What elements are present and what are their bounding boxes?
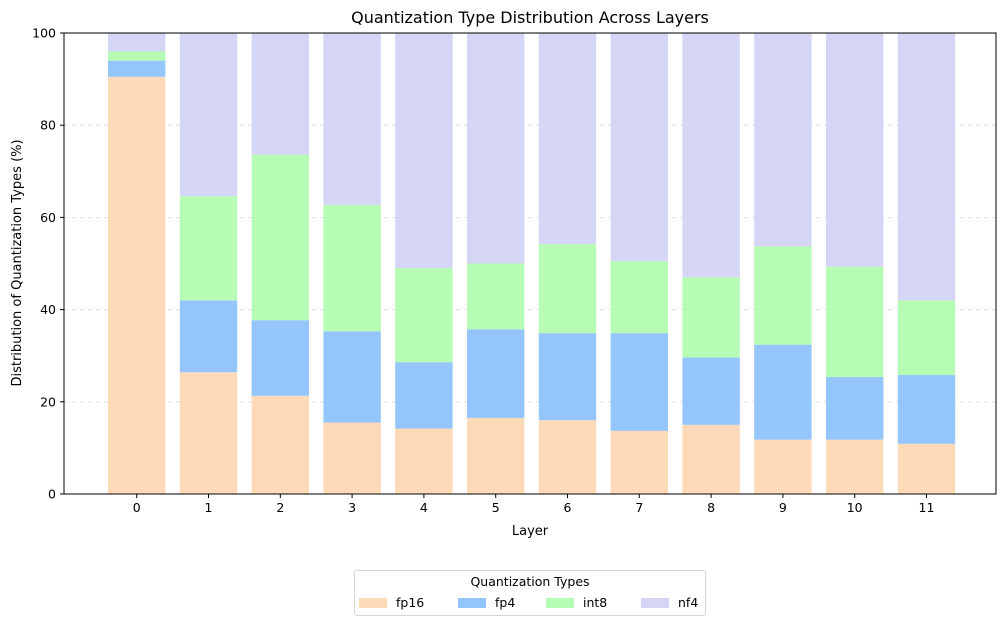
bar-int8-layer-1 bbox=[179, 196, 238, 301]
x-tick-label-3: 3 bbox=[348, 500, 356, 515]
y-tick-label-0: 0 bbox=[48, 487, 56, 502]
x-tick-label-4: 4 bbox=[420, 500, 428, 515]
legend-label-fp16: fp16 bbox=[396, 595, 425, 610]
plot-frame bbox=[63, 32, 997, 495]
bar-fp16-layer-11 bbox=[897, 443, 956, 494]
x-tick-label-5: 5 bbox=[492, 500, 500, 515]
bar-fp4-layer-0 bbox=[108, 60, 166, 77]
bar-fp16-layer-3 bbox=[323, 422, 381, 494]
bar-nf4-layer-1 bbox=[179, 33, 238, 197]
x-tick-label-2: 2 bbox=[276, 500, 284, 515]
legend-swatch-nf4 bbox=[641, 598, 669, 608]
x-tick-label-11: 11 bbox=[919, 500, 935, 515]
bar-nf4-layer-2 bbox=[251, 33, 309, 155]
bar-int8-layer-4 bbox=[395, 268, 453, 363]
legend-swatch-int8 bbox=[546, 598, 574, 608]
x-tick-label-10: 10 bbox=[847, 500, 863, 515]
bar-nf4-layer-9 bbox=[754, 33, 812, 247]
bar-fp4-layer-11 bbox=[897, 375, 956, 444]
bar-fp16-layer-8 bbox=[682, 424, 740, 494]
legend-item-fp4: fp4 bbox=[458, 595, 515, 611]
bars-layer bbox=[108, 33, 956, 495]
bar-fp16-layer-7 bbox=[610, 430, 668, 494]
legend-swatch-fp4 bbox=[458, 598, 486, 608]
chart-title: Quantization Type Distribution Across La… bbox=[351, 8, 709, 27]
bar-fp4-layer-10 bbox=[826, 376, 884, 440]
legend-item-int8: int8 bbox=[546, 595, 607, 611]
legend-item-fp16: fp16 bbox=[359, 595, 424, 611]
bar-int8-layer-10 bbox=[826, 266, 884, 377]
x-tick-label-8: 8 bbox=[707, 500, 715, 515]
bar-int8-layer-9 bbox=[754, 246, 812, 345]
x-tick-label-0: 0 bbox=[133, 500, 141, 515]
x-tick-label-6: 6 bbox=[564, 500, 572, 515]
bar-fp16-layer-2 bbox=[251, 395, 309, 494]
bar-fp16-layer-0 bbox=[108, 76, 166, 495]
bar-fp4-layer-5 bbox=[467, 329, 525, 418]
legend-label-int8: int8 bbox=[583, 595, 608, 610]
bar-nf4-layer-6 bbox=[538, 33, 597, 245]
axes-layer: 0 1 2 3 4 5 6 7 8 9 10 11 0 20 40 60 80 100 bbox=[32, 26, 934, 516]
bar-int8-layer-6 bbox=[538, 244, 597, 334]
bar-nf4-layer-5 bbox=[467, 33, 525, 264]
bar-int8-layer-7 bbox=[610, 261, 668, 334]
y-axis-label: Distribution of Quantization Types (%) bbox=[10, 139, 25, 386]
legend-label-nf4: nf4 bbox=[678, 595, 699, 610]
y-tick-label-100: 100 bbox=[32, 26, 56, 41]
bar-fp4-layer-6 bbox=[538, 333, 597, 421]
bar-int8-layer-2 bbox=[251, 154, 309, 321]
bar-nf4-layer-8 bbox=[682, 33, 740, 278]
y-tick-label-20: 20 bbox=[40, 394, 56, 409]
legend-swatch-fp16 bbox=[359, 598, 387, 608]
bar-int8-layer-3 bbox=[323, 204, 381, 332]
bar-fp4-layer-2 bbox=[251, 320, 309, 396]
x-tick-label-9: 9 bbox=[779, 500, 787, 515]
x-tick-label-7: 7 bbox=[635, 500, 643, 515]
bar-nf4-layer-3 bbox=[323, 33, 381, 205]
bar-nf4-layer-11 bbox=[897, 33, 956, 301]
legend-label-fp4: fp4 bbox=[495, 595, 516, 610]
bar-int8-layer-5 bbox=[467, 263, 525, 330]
bar-fp16-layer-4 bbox=[395, 428, 453, 494]
bar-nf4-layer-10 bbox=[826, 33, 884, 267]
bar-fp4-layer-9 bbox=[754, 344, 812, 440]
bar-fp16-layer-1 bbox=[179, 372, 238, 494]
bar-fp4-layer-8 bbox=[682, 357, 740, 425]
bar-fp16-layer-6 bbox=[538, 420, 597, 494]
bar-fp4-layer-4 bbox=[395, 362, 453, 429]
y-tick-label-40: 40 bbox=[40, 302, 56, 317]
x-axis-label: Layer bbox=[512, 524, 549, 539]
y-tick-label-80: 80 bbox=[40, 118, 56, 133]
legend: Quantization Types fp16 fp4 int8 nf4 bbox=[354, 570, 706, 616]
bar-fp16-layer-10 bbox=[826, 439, 884, 494]
bar-int8-layer-11 bbox=[897, 300, 956, 376]
bar-int8-layer-0 bbox=[108, 51, 166, 61]
bar-fp4-layer-3 bbox=[323, 331, 381, 423]
bar-nf4-layer-7 bbox=[610, 33, 668, 262]
bar-nf4-layer-0 bbox=[108, 33, 166, 52]
y-tick-label-60: 60 bbox=[40, 210, 56, 225]
bar-fp16-layer-5 bbox=[467, 417, 525, 494]
bar-int8-layer-8 bbox=[682, 277, 740, 358]
bar-fp16-layer-9 bbox=[754, 439, 812, 494]
x-tick-label-1: 1 bbox=[205, 500, 213, 515]
legend-item-nf4: nf4 bbox=[641, 595, 698, 611]
legend-items: fp16 fp4 int8 nf4 bbox=[355, 595, 705, 611]
bar-fp4-layer-7 bbox=[610, 333, 668, 431]
bar-nf4-layer-4 bbox=[395, 33, 453, 269]
bar-fp4-layer-1 bbox=[179, 300, 238, 373]
legend-title: Quantization Types bbox=[470, 574, 590, 589]
